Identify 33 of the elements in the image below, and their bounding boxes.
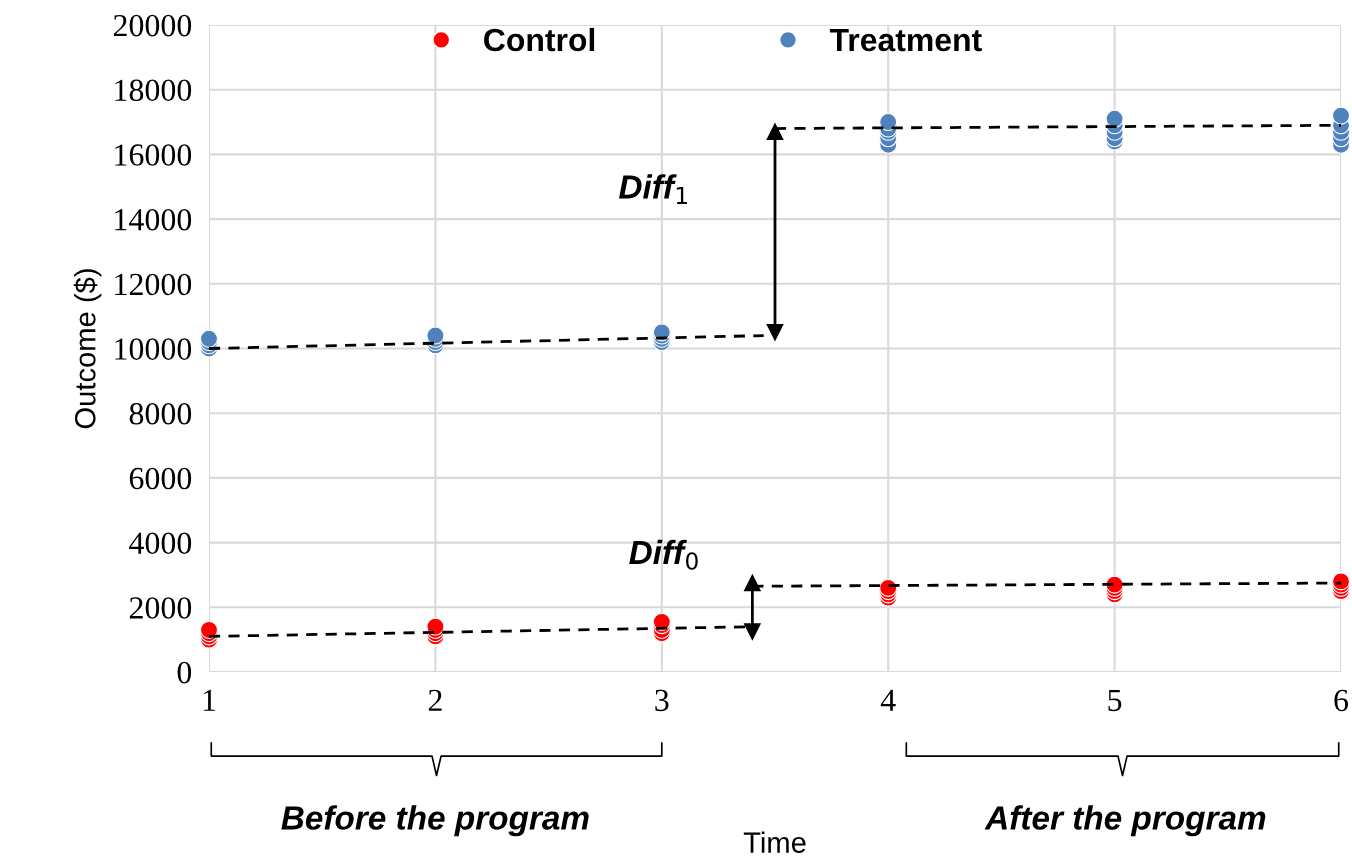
- x-tick-label: 1: [203, 689, 216, 711]
- y-tick-label: 4000: [129, 532, 192, 554]
- legend-label: Treatment: [829, 29, 982, 52]
- y-tick-label: 8000: [129, 403, 192, 425]
- y-axis-title: Outcome ($): [73, 269, 102, 429]
- point: [879, 112, 898, 132]
- point: [766, 323, 784, 341]
- x-tick-label: 3: [655, 689, 669, 712]
- x-axis-title: Time: [743, 831, 806, 853]
- y-tick-label: 2000: [129, 597, 192, 619]
- text: Before the program: [281, 805, 589, 837]
- point: [199, 329, 219, 348]
- point: [766, 123, 784, 141]
- y-tick-label: 0: [177, 661, 192, 684]
- x-tick-label: 4: [880, 689, 896, 711]
- point: [1331, 106, 1351, 125]
- annotation: Diff$_{0}$: [629, 539, 698, 570]
- y-tick-label: 10000: [115, 338, 192, 360]
- x-tick-label: 2: [428, 689, 442, 711]
- x-tick-label: 6: [1334, 689, 1349, 712]
- y-tick-label: 20000: [113, 14, 192, 37]
- y-tick-label: 14000: [115, 208, 192, 231]
- x-tick-label: 5: [1108, 689, 1122, 712]
- point: [744, 574, 761, 592]
- annotation: Diff$_{1}$: [619, 174, 687, 204]
- y-tick-label: 6000: [129, 467, 192, 490]
- legend-label: Control: [484, 27, 595, 52]
- text: After the program: [984, 805, 1266, 837]
- y-tick-label: 16000: [115, 144, 192, 166]
- y-tick-label: 12000: [115, 273, 192, 296]
- y-tick-label: 18000: [115, 79, 192, 102]
- point: [744, 623, 761, 640]
- point: [1105, 109, 1124, 128]
